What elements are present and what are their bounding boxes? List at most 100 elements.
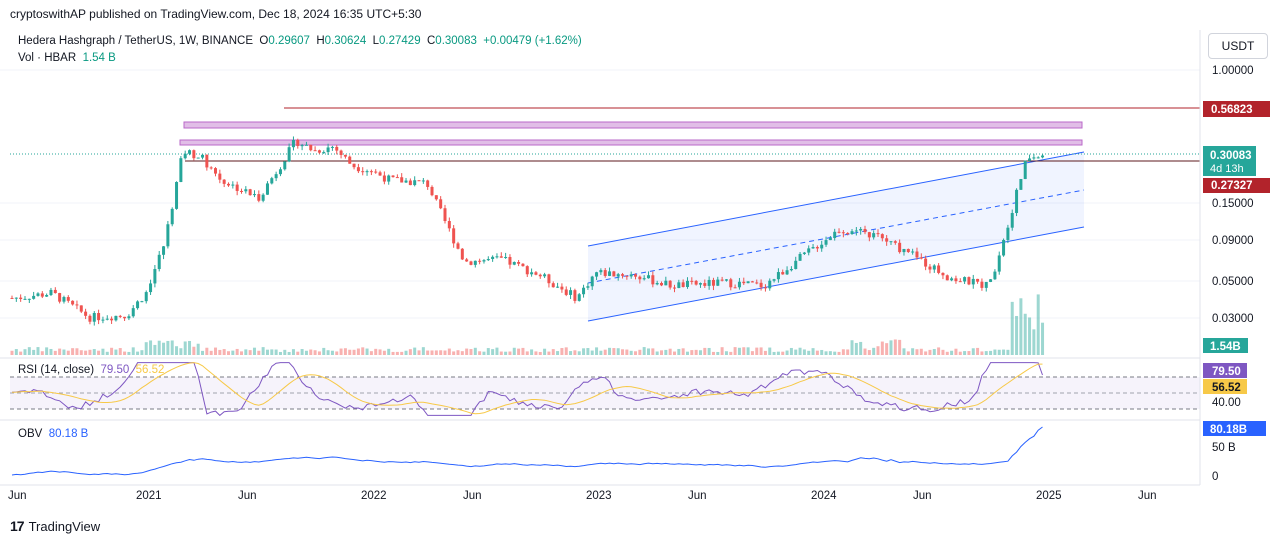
candle-body — [14, 297, 18, 299]
volume-bar — [967, 351, 971, 355]
currency-button[interactable]: USDT — [1208, 33, 1268, 59]
volume-bar — [322, 347, 326, 355]
candle-body — [1015, 189, 1019, 214]
volume-bar — [993, 349, 997, 355]
volume-bar — [573, 350, 577, 355]
high-label: H — [316, 35, 325, 47]
volume-bar — [512, 347, 516, 355]
candle-body — [880, 234, 884, 239]
candle-body — [88, 315, 92, 322]
resistance-zone-lower — [179, 139, 1083, 146]
candle-body — [911, 251, 915, 253]
candle-body — [837, 231, 841, 233]
candle-body — [517, 262, 521, 264]
volume-bar — [192, 346, 196, 355]
candle-body — [599, 270, 603, 273]
candle-body — [439, 199, 443, 209]
volume-bar — [504, 351, 508, 355]
candle-body — [391, 175, 395, 178]
candle-body — [430, 186, 434, 196]
candle-body — [196, 157, 200, 159]
volume-bar — [19, 351, 23, 355]
volume-bar — [733, 347, 737, 355]
volume-bar — [188, 340, 192, 355]
volume-bar — [850, 340, 854, 355]
volume-bar — [296, 351, 300, 355]
candle-body — [798, 253, 802, 261]
volume-bar — [352, 349, 356, 355]
candle-body — [595, 272, 599, 277]
candle-body — [863, 228, 867, 233]
volume-bar — [465, 348, 469, 355]
candle-body — [958, 281, 962, 283]
volume-bar — [1006, 349, 1010, 355]
current-price-label — [1203, 146, 1256, 176]
volume-bar — [919, 348, 923, 355]
time-axis[interactable]: Jun 2021 Jun 2022 Jun 2023 Jun 2024 Jun … — [8, 490, 1157, 502]
volume-bar — [330, 350, 334, 355]
candle-body — [512, 262, 516, 265]
volume-bar — [906, 351, 910, 355]
obv-line — [11, 426, 1043, 476]
volume-bar — [1023, 313, 1027, 355]
candle-body — [638, 276, 642, 280]
candle-body — [941, 272, 945, 276]
candle-body — [742, 281, 746, 284]
footer-brand[interactable]: 17 TradingView — [10, 518, 100, 534]
candle-body — [504, 256, 508, 258]
volume-bar — [885, 343, 889, 355]
volume-bar — [326, 350, 330, 355]
candle-body — [1010, 213, 1014, 228]
candle-body — [789, 269, 793, 271]
volume-bar — [49, 348, 53, 355]
candle-body — [330, 146, 334, 148]
volume-bar — [23, 349, 27, 355]
countdown-text: 4d 13h — [1210, 163, 1244, 175]
x-tick-jun-2020: Jun — [8, 490, 27, 502]
volume-bar — [625, 349, 629, 355]
price-axis[interactable]: 1.00000 0.15000 0.09000 0.05000 0.03000 … — [1203, 65, 1270, 483]
candle-body — [426, 180, 430, 187]
volume-bar — [685, 351, 689, 355]
volume-bar — [776, 351, 780, 355]
candle-body — [123, 316, 127, 319]
candle-body — [750, 281, 754, 283]
candle-body — [400, 177, 404, 183]
volume-bar — [681, 348, 685, 355]
volume-bar — [638, 349, 642, 355]
volume-bar — [391, 351, 395, 355]
candle-body — [352, 163, 356, 168]
candle-body — [417, 180, 421, 182]
candle-body — [79, 305, 83, 312]
volume-bar — [772, 351, 776, 355]
candle-body — [10, 297, 14, 299]
candle-body — [690, 280, 694, 282]
candle-body — [348, 156, 352, 164]
volume-bar — [309, 349, 313, 355]
candle-body — [560, 286, 564, 290]
volume-bar — [911, 348, 915, 355]
candle-body — [62, 297, 66, 302]
candle-body — [75, 304, 79, 306]
candle-body — [162, 246, 166, 255]
volume-bar — [807, 350, 811, 355]
volume-bar — [729, 351, 733, 355]
candle-body — [222, 179, 226, 184]
volume-bar — [859, 341, 863, 355]
resistance-zones — [10, 107, 1200, 162]
candle-body — [421, 180, 425, 182]
candle-body — [1019, 179, 1023, 190]
candle-body — [447, 221, 451, 229]
candle-body — [928, 266, 932, 270]
volume-bar — [517, 348, 521, 355]
volume-bar — [915, 349, 919, 355]
candle-body — [932, 265, 936, 270]
x-tick-2024: 2024 — [811, 490, 837, 502]
rsi-value-text: 79.50 — [1212, 366, 1241, 378]
candle-body — [642, 278, 646, 280]
volume-bar — [932, 349, 936, 355]
rsi-tick-40: 40.00 — [1212, 397, 1241, 409]
volume-bar — [703, 347, 707, 355]
close-value: 0.30083 — [435, 35, 477, 47]
